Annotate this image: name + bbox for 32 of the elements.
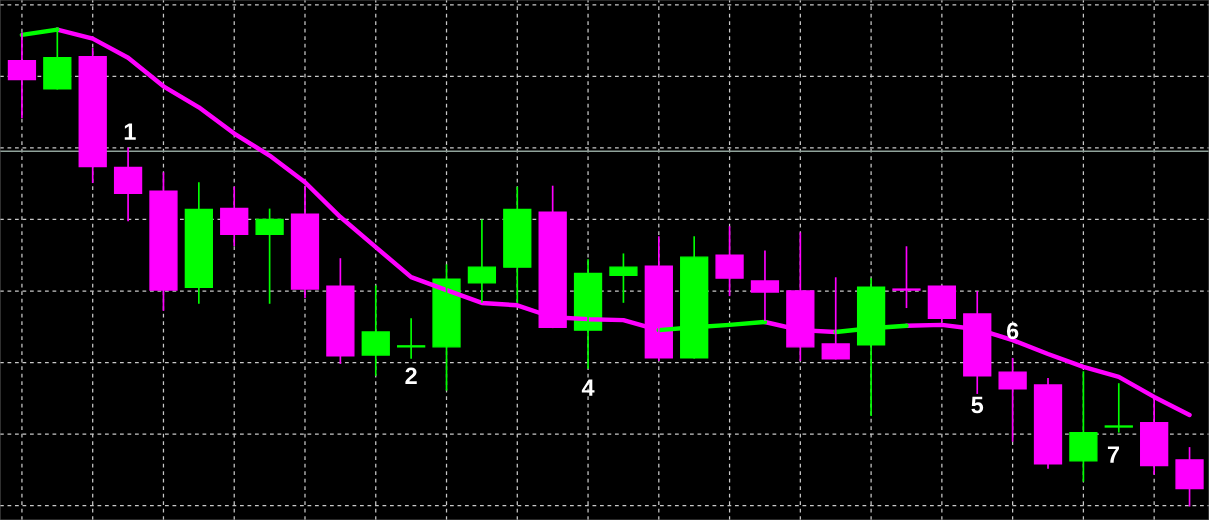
candlestick	[220, 186, 249, 247]
candlestick	[503, 186, 532, 303]
annotation: 7	[1107, 446, 1119, 463]
candlestick	[78, 47, 107, 184]
candlestick	[1175, 447, 1204, 507]
candlestick	[290, 185, 320, 299]
candlestick	[396, 318, 426, 359]
candlestick	[184, 182, 213, 304]
annotation: 5	[971, 396, 984, 414]
candlestick	[1033, 377, 1063, 469]
candlestick	[892, 246, 921, 309]
candlestick	[255, 208, 284, 304]
candlestick	[7, 32, 37, 119]
candlestick	[467, 219, 497, 303]
candlestick	[750, 250, 780, 321]
candlestick	[1104, 383, 1133, 433]
candlestick	[149, 172, 178, 311]
candlestick	[715, 226, 744, 297]
candlestick	[361, 285, 390, 376]
candlestick	[1069, 371, 1098, 482]
candlestick	[609, 253, 638, 303]
candlestick	[113, 147, 143, 222]
annotation: 4	[581, 379, 595, 396]
annotation: 6	[1006, 322, 1019, 340]
annotation: 2	[405, 367, 417, 384]
candlestick	[927, 285, 957, 322]
candlestick	[998, 357, 1027, 442]
candlestick	[821, 277, 850, 360]
candlestick	[432, 264, 461, 391]
annotation: 1	[124, 123, 136, 140]
candlestick	[538, 185, 567, 329]
candlestick	[326, 258, 355, 364]
